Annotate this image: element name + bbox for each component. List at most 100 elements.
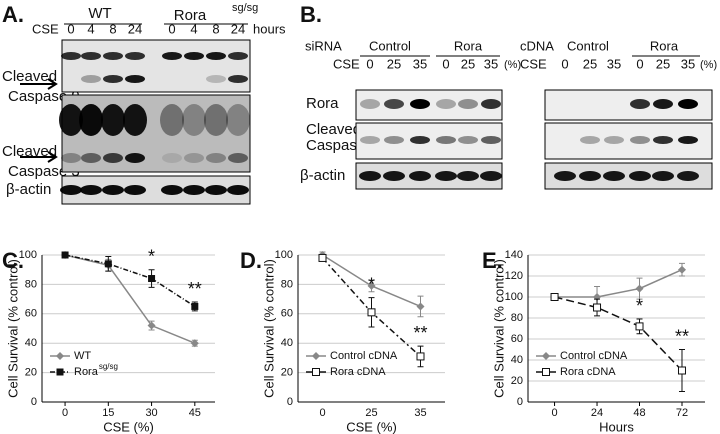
band — [579, 171, 601, 181]
y-tick-label: 120 — [505, 270, 523, 282]
band — [554, 171, 576, 181]
legend-label: Control cDNA — [560, 350, 628, 362]
panel-label: D. — [240, 248, 262, 273]
line — [554, 269, 683, 298]
row-label: Rora — [306, 95, 339, 112]
cdna-label: cDNA — [520, 38, 554, 53]
band — [162, 153, 182, 163]
marker — [191, 302, 199, 310]
group-superscript: sg/sg — [232, 2, 258, 14]
band — [228, 153, 248, 163]
lane-label: 8 — [109, 21, 116, 36]
band — [481, 99, 501, 109]
x-tick-label: 0 — [551, 407, 557, 419]
cse-label: CSE — [32, 21, 59, 36]
band — [125, 52, 145, 60]
band — [653, 99, 673, 109]
annotation: ** — [413, 323, 427, 343]
marker — [61, 251, 69, 259]
band — [410, 99, 430, 109]
x-tick-label: 72 — [676, 407, 688, 419]
marker — [190, 339, 199, 348]
band — [81, 52, 101, 60]
y-tick-label: 0 — [287, 396, 293, 408]
band — [80, 185, 102, 195]
band — [410, 136, 430, 144]
band — [457, 171, 479, 181]
y-tick-label: 80 — [25, 278, 37, 290]
y-tick-label: 40 — [511, 354, 523, 366]
band — [60, 185, 82, 195]
band — [629, 171, 651, 181]
lane-label: 35 — [484, 56, 498, 71]
marker — [550, 293, 559, 301]
band — [61, 52, 81, 60]
row-label: Cleaved — [2, 68, 57, 85]
lane-label: 35 — [413, 56, 427, 71]
marker — [367, 281, 376, 290]
cse-label: CSE — [333, 56, 360, 71]
legend-marker — [312, 352, 320, 360]
x-axis-label: CSE (%) — [346, 419, 397, 434]
lane-label: 0 — [636, 56, 643, 71]
unit-label: hours — [253, 21, 286, 36]
y-axis-label: Cell Survival (% control) — [491, 259, 506, 398]
group-label: Control — [369, 38, 411, 53]
y-tick-label: 0 — [31, 396, 37, 408]
legend-label: Control cDNA — [330, 350, 398, 362]
band — [228, 52, 248, 60]
band — [604, 136, 624, 144]
band — [81, 153, 101, 163]
marker — [416, 302, 425, 311]
band — [61, 153, 81, 163]
marker — [147, 321, 156, 330]
legend-marker — [542, 352, 550, 360]
marker — [416, 352, 425, 361]
band — [162, 52, 182, 60]
x-tick-label: 25 — [365, 407, 377, 419]
lane-label: 24 — [128, 21, 142, 36]
band — [603, 171, 625, 181]
legend-label: Rora — [74, 366, 99, 378]
legend-label: Rora cDNA — [560, 366, 616, 378]
band — [436, 136, 456, 144]
band — [580, 136, 600, 144]
legend-marker — [56, 368, 64, 376]
lane-label: 25 — [387, 56, 401, 71]
lane-label: 0 — [442, 56, 449, 71]
band — [205, 185, 227, 195]
band — [161, 185, 183, 195]
y-tick-label: 100 — [19, 249, 37, 261]
lane-label: 24 — [231, 21, 245, 36]
y-axis-label: Cell Survival (% control) — [5, 259, 20, 398]
x-tick-label: 15 — [102, 407, 114, 419]
marker — [367, 308, 376, 317]
band — [360, 136, 380, 144]
band — [436, 99, 456, 109]
lane-label: 35 — [607, 56, 621, 71]
x-tick-label: 0 — [319, 407, 325, 419]
band — [124, 185, 146, 195]
group-label: Rora — [174, 7, 207, 24]
band — [226, 104, 250, 136]
annotation: * — [368, 274, 375, 294]
y-tick-label: 20 — [511, 375, 523, 387]
marker — [148, 275, 156, 283]
band — [678, 99, 698, 109]
y-tick-label: 80 — [281, 278, 293, 290]
x-tick-label: 0 — [62, 407, 68, 419]
legend-marker — [542, 368, 550, 376]
x-tick-label: 45 — [189, 407, 201, 419]
band — [228, 75, 248, 83]
band — [184, 52, 204, 60]
row-label: Cleaved — [2, 143, 57, 160]
y-tick-label: 0 — [517, 396, 523, 408]
annotation: ** — [675, 326, 689, 346]
band — [359, 171, 381, 181]
band — [206, 75, 226, 83]
panel-label: A. — [2, 2, 24, 27]
lane-label: 0 — [561, 56, 568, 71]
band — [184, 153, 204, 163]
row-label: β-actin — [300, 167, 345, 184]
legend-marker — [56, 352, 64, 360]
